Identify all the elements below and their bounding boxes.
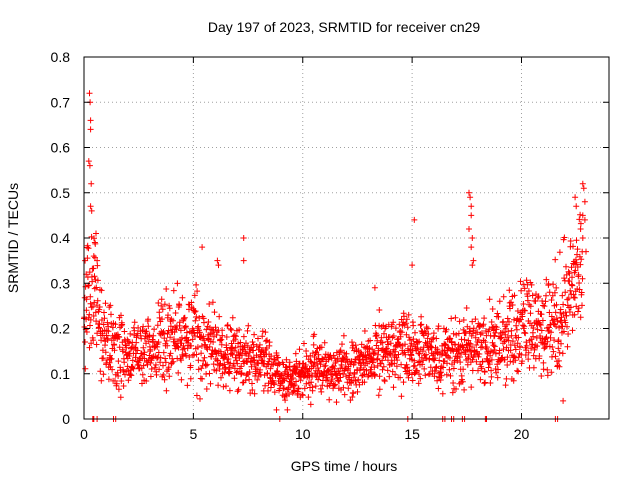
y-tick-label: 0.1 — [51, 366, 71, 382]
grid-layer — [84, 57, 609, 419]
y-tick-label: 0.2 — [51, 321, 71, 337]
x-tick-label: 10 — [295, 426, 311, 442]
x-axis-label: GPS time / hours — [291, 458, 398, 474]
axis-ticks: 0 5 10 15 20 0 0.1 0.2 0.3 0.4 0.5 0.6 0.7 0.8 — [51, 49, 609, 442]
y-tick-label: 0.6 — [51, 140, 71, 156]
x-tick-label: 5 — [189, 426, 197, 442]
y-tick-label: 0.5 — [51, 185, 71, 201]
chart-title: Day 197 of 2023, SRMTID for receiver cn2… — [208, 19, 481, 35]
x-tick-label: 15 — [404, 426, 420, 442]
y-tick-label: 0.4 — [51, 230, 71, 246]
y-tick-label: 0.7 — [51, 94, 71, 110]
y-tick-label: 0.8 — [51, 49, 71, 65]
y-tick-label: 0 — [62, 411, 70, 427]
y-tick-label: 0.3 — [51, 275, 71, 291]
y-axis-label: SRMTID / TECUs — [5, 183, 21, 293]
x-tick-label: 0 — [80, 426, 88, 442]
x-tick-label: 20 — [514, 426, 530, 442]
